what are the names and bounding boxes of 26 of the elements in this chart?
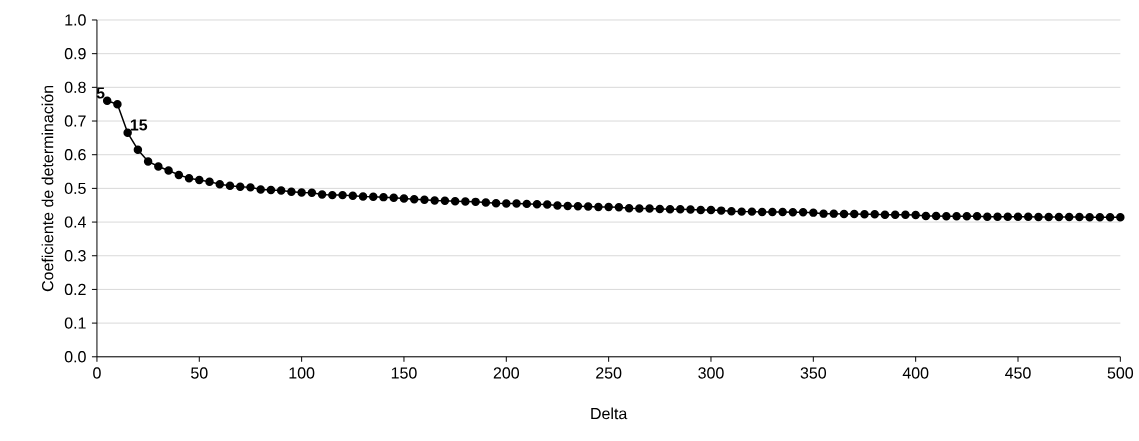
x-tick-label: 0 — [93, 367, 101, 379]
x-tick-label: 150 — [391, 367, 417, 379]
annotation: 5 — [96, 87, 105, 99]
y-tick-label: 1.0 — [65, 14, 86, 26]
x-tick-label: 500 — [1107, 367, 1134, 379]
y-tick-label: 0.5 — [64, 182, 86, 195]
x-tick-label: 400 — [902, 367, 929, 379]
y-tick-label: 0.8 — [64, 81, 86, 94]
y-tick-label: 0.6 — [64, 149, 86, 161]
y-tick-label: 0.2 — [64, 283, 86, 296]
y-tick-label: 0.7 — [64, 115, 86, 127]
x-tick-label: 450 — [1005, 367, 1031, 379]
y-tick-label: 0.0 — [64, 351, 86, 363]
y-axis-title: Coeficiente de determinación — [41, 86, 54, 292]
x-tick-label: 200 — [493, 367, 520, 379]
y-tick-label: 0.1 — [64, 317, 86, 329]
annotation: 15 — [130, 119, 148, 131]
x-tick-label: 350 — [800, 367, 827, 379]
x-tick-label: 100 — [289, 367, 315, 379]
x-tick-label: 250 — [596, 367, 622, 379]
x-tick-label: 300 — [698, 367, 724, 379]
y-tick-label: 0.3 — [64, 250, 86, 262]
x-axis-title: Delta — [591, 407, 628, 420]
y-tick-label: 0.4 — [64, 216, 86, 228]
x-tick-label: 50 — [191, 367, 208, 379]
y-tick-label: 0.9 — [64, 48, 86, 60]
